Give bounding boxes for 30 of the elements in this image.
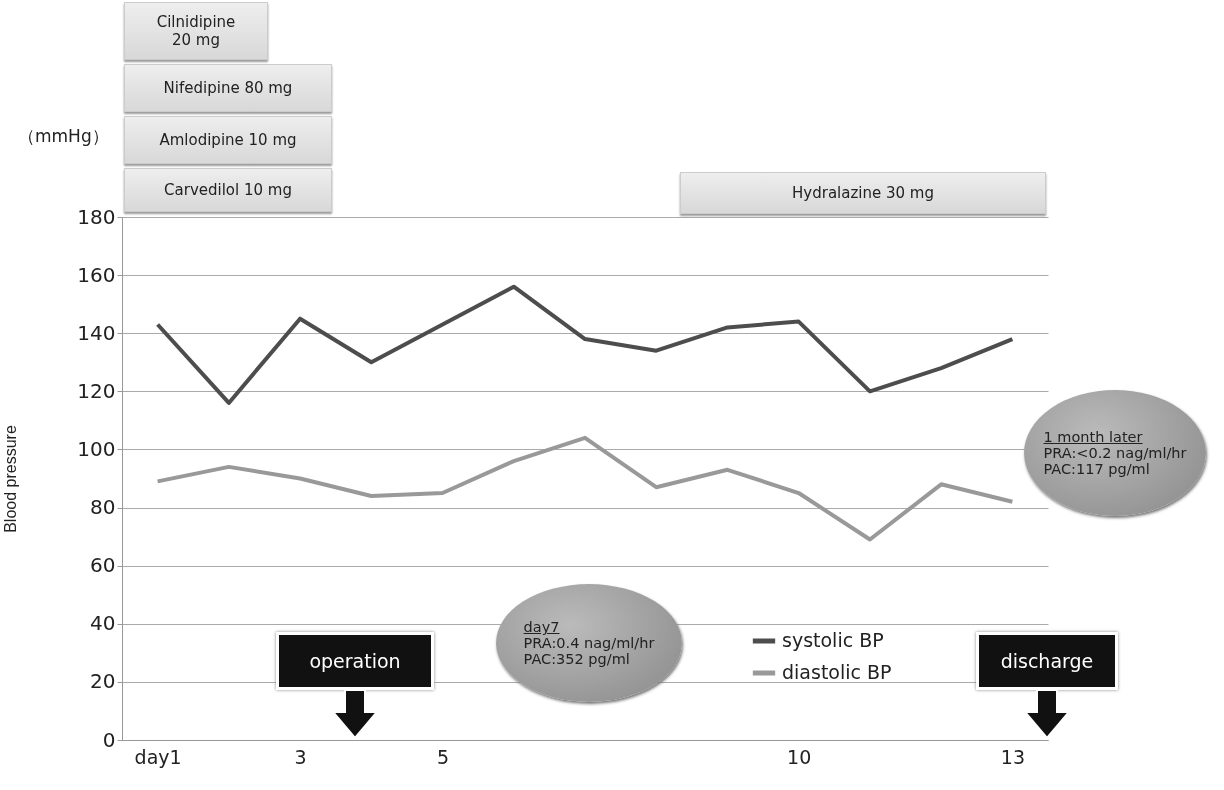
label-box: Hydralazine 30 mg	[680, 172, 1046, 214]
x-tick-label: 10	[787, 745, 812, 768]
label-box: Nifedipine 80 mg	[124, 64, 332, 112]
y-tick-label: 0	[102, 727, 116, 752]
text: （mmHg）	[18, 124, 110, 148]
y-tick-label: 180	[77, 204, 116, 229]
label-box: Cilnidipine 20 mg	[124, 2, 268, 60]
x-tick-label: day1	[134, 745, 182, 768]
y-tick-label: 80	[90, 495, 116, 520]
y-tick-label: 60	[90, 553, 116, 578]
y-tick-label: 140	[77, 320, 116, 345]
y-tick-label: 20	[90, 669, 116, 694]
y-axis-title: Blood pressure	[2, 425, 20, 533]
annotation: day7 PRA:0.4 nag/ml/hr PAC:352 pg/ml	[523, 619, 655, 667]
y-tick-label: 160	[77, 262, 116, 287]
y-tick-label: 100	[77, 436, 116, 461]
line-series	[155, 284, 1015, 405]
annotation: 1 month later PRA:<0.2 nag/ml/hr PAC:117 pg/ml	[1043, 429, 1187, 477]
x-tick-label: 13	[1000, 745, 1025, 768]
y-tick-label: 40	[90, 611, 116, 636]
line-series	[155, 435, 1015, 542]
legend-label: systolic BP	[782, 629, 884, 651]
label-box: Carvedilol 10 mg	[124, 168, 332, 212]
x-tick-label: 3	[294, 745, 307, 768]
y-tick-label: 120	[77, 378, 116, 403]
legend-label: diastolic BP	[782, 661, 892, 683]
x-tick-label: 5	[436, 745, 450, 768]
label-box: Amlodipine 10 mg	[124, 116, 332, 164]
callout-box: operation	[276, 632, 434, 690]
callout-box: discharge	[976, 632, 1118, 690]
